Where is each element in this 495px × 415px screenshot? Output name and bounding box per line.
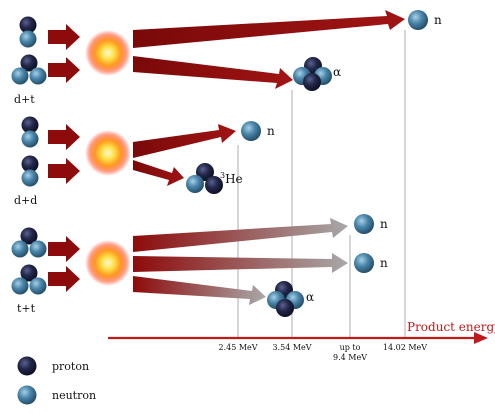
input-arrow: [48, 236, 80, 262]
axis-arrowhead: [474, 332, 488, 344]
alpha-product-arrow: [133, 56, 293, 89]
legend-proton-swatch: [17, 356, 37, 376]
tick-label: 9.4 MeV: [333, 353, 367, 362]
legend-neutron-swatch: [17, 385, 37, 405]
deuteron-particle: [19, 16, 37, 48]
helium3-particle: [186, 163, 223, 194]
triton-particle: [11, 54, 47, 85]
input-arrow: [48, 266, 80, 292]
triton-particle: [11, 264, 47, 295]
product-label: α: [306, 290, 314, 304]
input-arrow: [48, 57, 80, 83]
neutron-product-arrow: [133, 253, 348, 273]
neutron-product-arrow: [133, 10, 405, 48]
product-label: n: [267, 124, 275, 138]
neutron-particle: [241, 121, 261, 141]
deuteron-particle: [21, 116, 39, 148]
alpha-product-arrow: [133, 276, 266, 305]
neutron-particle: [354, 253, 374, 273]
product-label: 3He: [220, 171, 243, 186]
energy-axis: Product energy 2.45 MeV 3.54 MeV up to 9…: [108, 320, 495, 362]
fusion-flash: [85, 240, 131, 286]
legend-label: proton: [52, 360, 89, 373]
input-arrow: [48, 124, 80, 150]
reaction-label: d+t: [14, 93, 35, 106]
tick-label: 3.54 MeV: [272, 343, 311, 352]
alpha-particle: [267, 281, 304, 317]
legend-label: neutron: [52, 389, 96, 402]
alpha-particle: [293, 57, 332, 91]
reaction-t-t: t+t n n α: [11, 214, 388, 317]
axis-label: Product energy: [407, 320, 495, 334]
tick-label: 2.45 MeV: [218, 343, 257, 352]
input-arrow: [48, 24, 80, 50]
reaction-label: t+t: [17, 302, 36, 315]
reaction-d-t: d+t n α: [11, 10, 442, 106]
tick-label: up to: [340, 343, 361, 352]
legend: proton neutron: [17, 356, 96, 405]
fusion-flash: [85, 30, 131, 76]
tick-label: 14.02 MeV: [383, 343, 427, 352]
neutron-product-arrow: [133, 124, 236, 158]
product-label: n: [434, 13, 442, 27]
neutron-particle: [354, 214, 374, 234]
product-label: n: [380, 217, 388, 231]
fusion-flash: [85, 130, 131, 176]
deuteron-particle: [21, 155, 39, 187]
reaction-d-d: d+d n 3He: [14, 116, 275, 207]
triton-particle: [11, 227, 47, 258]
neutron-product-arrow: [133, 218, 348, 252]
helium3-product-arrow: [133, 160, 184, 186]
input-arrow: [48, 158, 80, 184]
reaction-label: d+d: [14, 194, 37, 207]
neutron-particle: [408, 10, 428, 30]
product-label: α: [333, 65, 341, 79]
product-label: n: [380, 256, 388, 270]
